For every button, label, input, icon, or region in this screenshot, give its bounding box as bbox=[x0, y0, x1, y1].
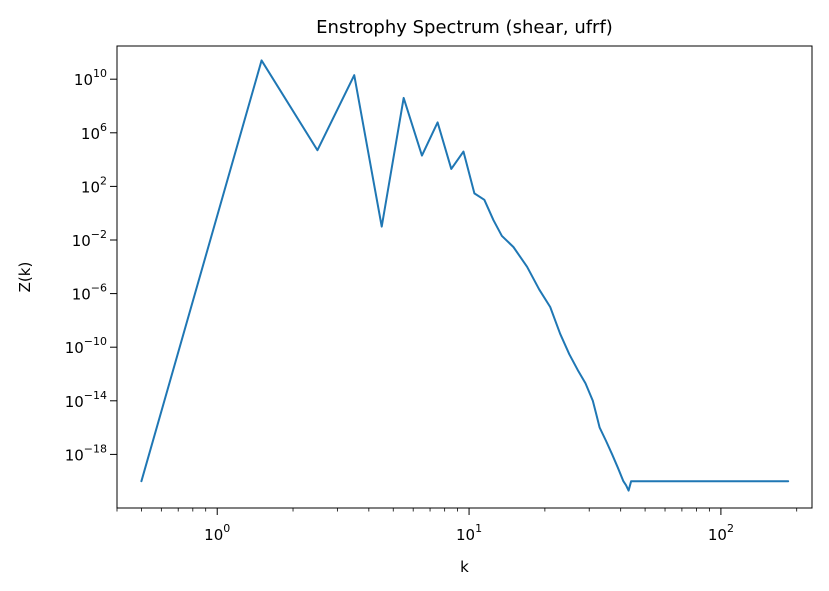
x-tick-label: 102 bbox=[708, 522, 734, 544]
y-axis-title: Z(k) bbox=[16, 262, 34, 293]
y-tick-label: 102 bbox=[81, 174, 107, 196]
series-line-0 bbox=[140, 59, 790, 492]
y-tick-label: 10−14 bbox=[65, 389, 107, 411]
y-tick-label: 1010 bbox=[74, 67, 107, 89]
y-tick-label: 10−10 bbox=[65, 335, 107, 357]
y-tick-label: 106 bbox=[81, 121, 107, 143]
x-axis: 100 101 102 bbox=[116, 508, 798, 544]
y-axis: 10−18 10−14 10−10 10−6 10−2 102 106 1010 bbox=[65, 67, 117, 464]
y-tick-label: 10−6 bbox=[72, 282, 107, 304]
plot-area bbox=[140, 59, 790, 492]
y-tick-label: 10−18 bbox=[65, 442, 107, 464]
y-tick-label: 10−2 bbox=[72, 228, 107, 250]
plot-frame bbox=[116, 45, 813, 509]
x-axis-title: k bbox=[460, 558, 469, 576]
chart-title: Enstrophy Spectrum (shear, ufrf) bbox=[316, 17, 613, 38]
x-tick-label: 101 bbox=[456, 522, 482, 544]
x-tick-label: 100 bbox=[204, 522, 230, 544]
